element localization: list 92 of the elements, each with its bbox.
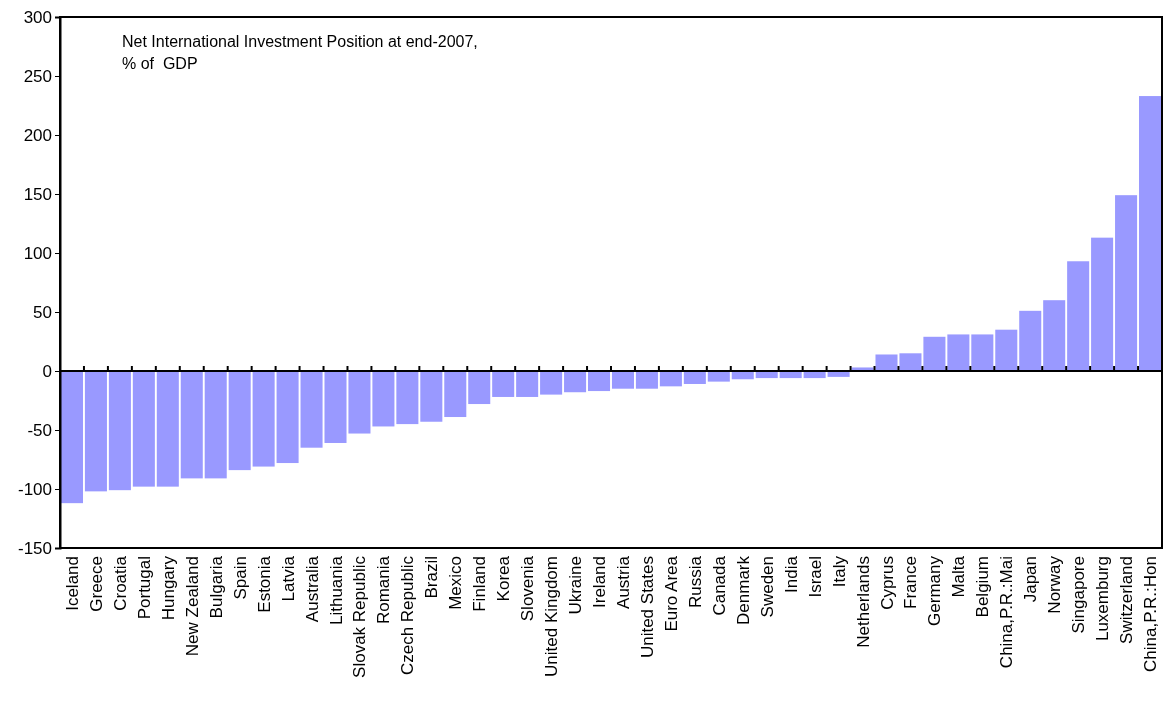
x-tick-label: Germany <box>925 555 945 626</box>
y-tick-label: -150 <box>17 538 52 558</box>
x-tick-label: Euro Area <box>661 555 681 632</box>
bar <box>707 371 730 382</box>
bar <box>468 371 491 405</box>
x-tick-label: Mexico <box>446 556 466 610</box>
x-tick-label: Spain <box>230 556 250 600</box>
bar <box>516 371 539 397</box>
x-tick-label: Ukraine <box>566 556 586 615</box>
bar <box>1139 96 1162 371</box>
x-tick-label: Latvia <box>278 555 298 602</box>
bar <box>444 371 467 418</box>
y-tick-label: -100 <box>17 479 52 499</box>
bar <box>995 329 1018 371</box>
bar <box>540 371 563 395</box>
bar <box>1019 310 1042 371</box>
x-tick-label: Slovenia <box>518 555 538 622</box>
x-tick-label: Bulgaria <box>206 555 226 619</box>
y-tick-label: 200 <box>23 125 52 145</box>
x-tick-label: Israel <box>805 556 825 598</box>
bar <box>372 371 395 427</box>
x-tick-label: Sweden <box>757 556 777 618</box>
bar <box>156 371 179 487</box>
x-tick-label: Hungary <box>158 555 178 621</box>
y-tick-label: 250 <box>23 66 52 86</box>
text: Net International Investment Position at end-2007, % of GDP <box>122 33 478 72</box>
bar <box>923 336 946 371</box>
x-tick-label: Slovak Republic <box>350 555 370 678</box>
x-tick-label: Luxemburg <box>1093 556 1113 642</box>
x-tick-label: Romania <box>374 555 394 625</box>
x-tick-label: Belgium <box>973 556 993 618</box>
x-tick-label: Czech Republic <box>398 555 418 676</box>
bar <box>204 371 227 479</box>
x-tick-label: United Kingdom <box>542 556 562 677</box>
y-tick-label: 300 <box>23 7 52 27</box>
x-tick-label: Norway <box>1045 555 1065 614</box>
x-tick-label: Russia <box>685 555 705 608</box>
x-tick-label: Japan <box>1021 556 1041 603</box>
bar <box>252 371 275 467</box>
x-tick-label: China,P.R.:Mai <box>997 556 1017 669</box>
bar <box>420 371 443 422</box>
bar <box>1043 300 1066 371</box>
x-tick-label: Malta <box>949 555 969 598</box>
bar <box>971 334 994 371</box>
x-tick-label: Finland <box>470 556 490 612</box>
y-tick-label: 0 <box>42 361 52 381</box>
x-tick-label: United States <box>637 556 657 659</box>
bar <box>180 371 203 479</box>
x-tick-label: Italy <box>829 555 849 588</box>
bar <box>659 371 682 387</box>
x-tick-label: Switzerland <box>1117 556 1137 644</box>
x-tick-label: Estonia <box>254 555 274 613</box>
y-tick-label: 150 <box>23 184 52 204</box>
x-tick-label: Denmark <box>733 555 753 625</box>
y-tick-label: 100 <box>23 243 52 263</box>
bar <box>108 371 131 491</box>
bar <box>564 371 587 393</box>
x-tick-label: Netherlands <box>853 556 873 648</box>
x-tick-label: Cyprus <box>877 556 897 610</box>
x-tick-label: Greece <box>86 556 106 612</box>
bar <box>635 371 658 389</box>
x-tick-label: Croatia <box>110 555 130 611</box>
bar <box>683 371 706 384</box>
x-tick-label: China,P.R.:Hon <box>1141 556 1161 672</box>
x-tick-label: Singapore <box>1069 556 1089 634</box>
bar <box>84 371 107 492</box>
y-tick-label: -50 <box>27 420 52 440</box>
x-tick-label: Korea <box>494 555 514 602</box>
bar <box>588 371 611 392</box>
bar <box>132 371 155 487</box>
x-tick-label: Brazil <box>422 556 442 599</box>
x-tick-label: Canada <box>709 555 729 616</box>
y-tick-label: 50 <box>33 302 52 322</box>
x-tick-label: India <box>781 555 801 593</box>
bar <box>396 371 419 425</box>
bar <box>947 334 970 371</box>
x-tick-label: Portugal <box>134 556 154 620</box>
bar <box>1115 195 1138 371</box>
x-tick-label: Ireland <box>590 556 610 608</box>
bar <box>611 371 634 389</box>
bar <box>276 371 299 464</box>
x-tick-label: Australia <box>302 555 322 623</box>
bar <box>228 371 251 471</box>
bar <box>492 371 515 397</box>
x-tick-label: France <box>901 556 921 609</box>
bar <box>1067 261 1090 371</box>
bar <box>60 371 83 504</box>
bar <box>1091 237 1114 371</box>
x-tick-label: Iceland <box>62 556 82 611</box>
x-tick-label: Lithuania <box>326 555 346 626</box>
x-tick-label: New Zealand <box>182 556 202 657</box>
x-tick-label: Austria <box>613 555 633 609</box>
